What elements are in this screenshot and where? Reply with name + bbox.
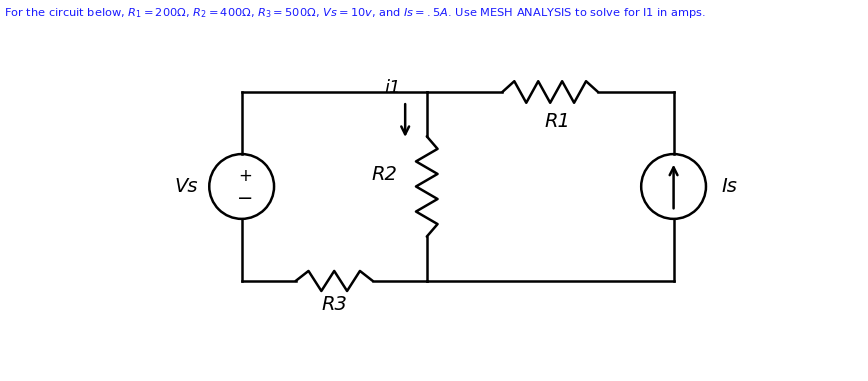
Text: i1: i1 [385,78,401,97]
Text: Is: Is [721,177,737,196]
Text: +: + [239,168,253,186]
Text: −: − [237,189,253,208]
Text: Vs: Vs [174,177,198,196]
Text: R1: R1 [545,112,571,131]
Text: R2: R2 [372,165,398,184]
Text: For the circuit below, $R_1 = 200\Omega$, $R_2 = 400\Omega$, $R_3 = 500\Omega$, : For the circuit below, $R_1 = 200\Omega$… [4,6,707,20]
Text: R3: R3 [321,295,347,314]
